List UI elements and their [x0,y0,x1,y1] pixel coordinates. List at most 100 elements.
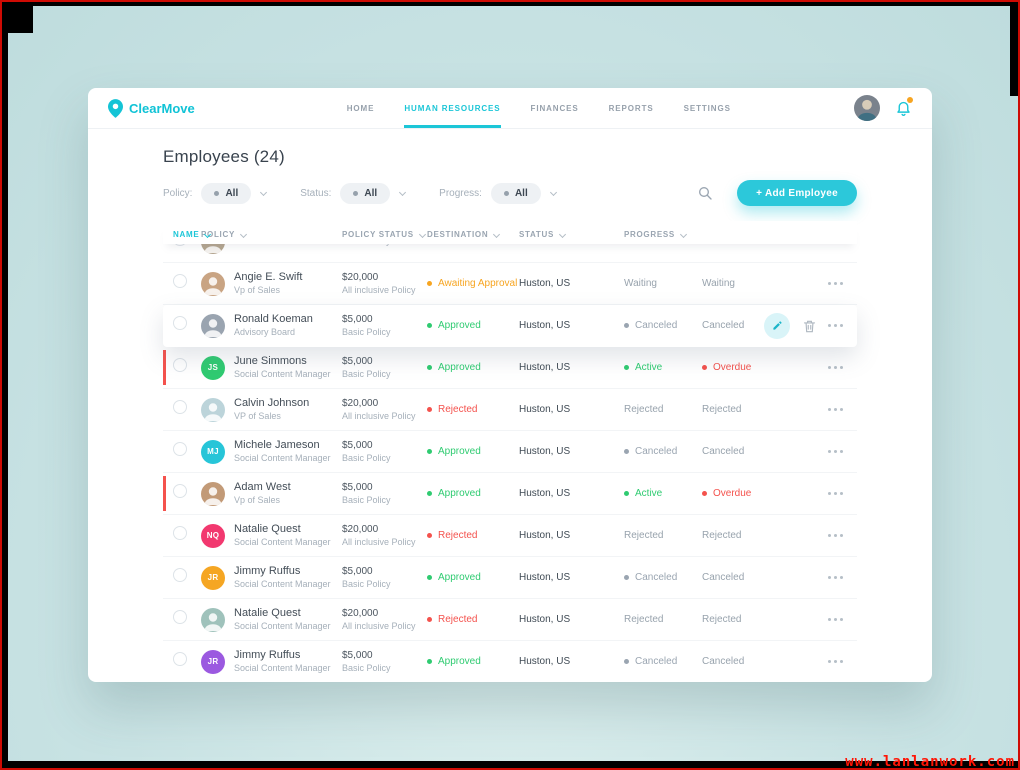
status-dot-icon [702,491,707,496]
nav-item-settings[interactable]: SETTINGS [683,103,731,113]
column-header-policy-status[interactable]: POLICY STATUS [342,230,427,239]
table-row[interactable]: JR Jimmy Ruffus Social Content Manager $… [163,641,857,682]
policy-status-cell: Rejected [427,404,519,415]
status-label: Rejected [624,530,664,541]
policy-amount: $5,000 [342,649,373,661]
filter-value-pill[interactable]: All [201,182,252,204]
avatar-cell [201,481,234,506]
status-cell: Active [624,488,702,499]
row-checkbox[interactable] [173,610,187,624]
more-menu-button[interactable] [828,488,843,499]
nav-item-home[interactable]: HOME [346,103,375,113]
row-checkbox[interactable] [173,526,187,540]
actions-cell [802,278,857,289]
policy-name: All inclusive Policy [342,620,416,631]
status-dot-icon [427,659,432,664]
row-checkbox[interactable] [173,442,187,456]
row-checkbox[interactable] [173,358,187,372]
row-checkbox[interactable] [173,568,187,582]
nav-item-reports[interactable]: REPORTS [608,103,654,113]
more-menu-button[interactable] [828,572,843,583]
more-menu-button[interactable] [828,278,843,289]
employee-title: Vp of Sales [234,494,281,505]
row-checkbox[interactable] [173,274,187,288]
row-checkbox[interactable] [173,652,187,666]
row-checkbox[interactable] [173,484,187,498]
column-header-policy[interactable]: POLICY [201,230,342,239]
edit-button[interactable] [764,312,790,339]
bell-icon [897,101,910,116]
table-row[interactable]: NQ Natalie Quest Social Content Manager … [163,515,857,557]
policy-amount: $20,000 [342,523,379,535]
progress-cell: Rejected [702,530,802,541]
status-dot-icon [624,575,629,580]
progress-cell: Canceled [702,572,802,583]
table-row[interactable]: Adam West Vp of Sales $5,000 Basic Polic… [163,473,857,515]
row-checkbox[interactable] [173,316,187,330]
table-row[interactable]: JS June Simmons Social Content Manager $… [163,347,857,389]
table-row[interactable]: Calvin Johnson VP of Sales $20,000 All i… [163,389,857,431]
nav-item-finances[interactable]: FINANCES [530,103,579,113]
policy-amount: $5,000 [342,565,373,577]
policy-amount: $5,000 [342,439,373,451]
notifications-button[interactable] [895,97,913,117]
checkbox-cell [173,358,201,377]
checkbox-cell [173,442,201,461]
delete-button[interactable] [802,318,817,334]
column-header-name[interactable]: NAME [173,230,212,239]
status-dot-icon [427,365,432,370]
policy-cell: $20,000 All inclusive Policy [342,607,427,632]
status-cell: Canceled [624,656,702,667]
chevron-down-icon [558,230,567,238]
row-checkbox[interactable] [173,400,187,414]
pill-dot-icon [214,190,220,196]
status-cell: Waiting [624,278,702,289]
pill-dot-icon [353,190,359,196]
employee-title: Social Content Manager [234,620,331,631]
more-menu-button[interactable] [828,614,843,625]
more-menu-button[interactable] [828,656,843,667]
user-avatar[interactable] [854,95,880,121]
policy-name: Basic Policy [342,368,391,379]
table-row[interactable]: Ronald Koeman Advisory Board $5,000 Basi… [163,305,857,347]
more-menu-button[interactable] [828,404,843,415]
frame-corner-block [0,0,33,33]
chevron-down-icon[interactable] [260,188,268,196]
table-row[interactable]: MJ Michele Jameson Social Content Manage… [163,431,857,473]
page-content: Employees (24) Policy: All Status: All Progr… [88,147,932,682]
destination-cell: Huston, US [519,362,571,373]
status-dot-icon [624,449,629,454]
filter-value-pill[interactable]: All [490,182,541,204]
filter-value: All [514,187,528,199]
nav-item-human-resources[interactable]: HUMAN RESOURCES [404,88,501,128]
more-menu-button[interactable] [828,530,843,541]
column-header-status[interactable]: STATUS [519,230,624,239]
destination-cell: Huston, US [519,446,571,457]
filter-value-pill[interactable]: All [340,182,391,204]
column-header-destination[interactable]: DESTINATION [427,230,519,239]
destination-cell: Huston, US [519,320,571,331]
more-menu-button[interactable] [828,362,843,373]
column-header-progress[interactable]: PROGRESS [624,230,702,239]
table-row[interactable]: Natalie Quest Social Content Manager $20… [163,599,857,641]
filter-label: Policy: [163,187,193,199]
chevron-down-icon [493,230,501,238]
status-label: Canceled [702,656,745,667]
table-row[interactable]: JR Jimmy Ruffus Social Content Manager $… [163,557,857,599]
add-employee-button[interactable]: + Add Employee [737,180,857,206]
status-label: Rejected [702,614,742,625]
chevron-down-icon[interactable] [549,188,557,196]
filter-value: All [364,187,378,199]
search-icon[interactable] [697,185,713,201]
status-cell: Active [624,362,702,373]
name-cell: Jimmy Ruffus Social Content Manager [234,565,342,590]
table-row[interactable]: Angie E. Swift Vp of Sales $20,000 All i… [163,263,857,305]
brand[interactable]: ClearMove [108,88,195,128]
table-body: CFO Basic Policy Angie E. Swift Vp of Sa… [163,221,857,682]
more-menu-button[interactable] [828,320,843,331]
destination-cell: Huston, US [519,572,571,583]
more-menu-button[interactable] [828,446,843,457]
status-dot-icon [427,491,432,496]
chevron-down-icon[interactable] [399,188,407,196]
avatar-cell: JS [201,355,234,380]
